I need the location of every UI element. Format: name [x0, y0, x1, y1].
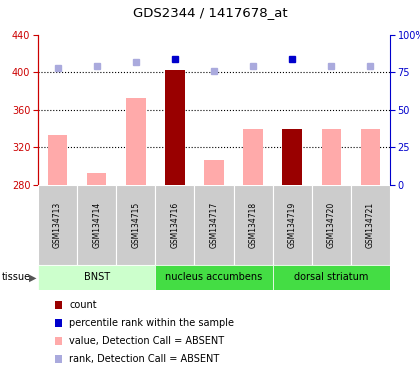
Text: BNST: BNST	[84, 273, 110, 283]
Bar	[38, 185, 77, 265]
Bar	[48, 135, 67, 185]
Bar	[155, 265, 273, 290]
Text: GSM134717: GSM134717	[210, 202, 218, 248]
Bar	[194, 185, 234, 265]
Bar	[361, 129, 380, 185]
Text: tissue: tissue	[2, 273, 31, 283]
Text: count: count	[69, 300, 97, 310]
Bar	[87, 173, 106, 185]
Bar	[351, 185, 390, 265]
Bar	[273, 265, 390, 290]
Bar	[38, 265, 155, 290]
Bar	[322, 129, 341, 185]
Text: GSM134716: GSM134716	[171, 202, 179, 248]
Bar	[204, 160, 224, 185]
Bar	[234, 185, 273, 265]
Text: GSM134713: GSM134713	[53, 202, 62, 248]
Text: GSM134718: GSM134718	[249, 202, 257, 248]
Text: value, Detection Call = ABSENT: value, Detection Call = ABSENT	[69, 336, 224, 346]
Text: GSM134721: GSM134721	[366, 202, 375, 248]
Text: rank, Detection Call = ABSENT: rank, Detection Call = ABSENT	[69, 354, 220, 364]
Text: GDS2344 / 1417678_at: GDS2344 / 1417678_at	[133, 6, 287, 19]
Text: dorsal striatum: dorsal striatum	[294, 273, 368, 283]
Bar	[243, 129, 263, 185]
Bar	[126, 98, 146, 185]
Text: ▶: ▶	[29, 273, 36, 283]
Bar	[77, 185, 116, 265]
Bar	[312, 185, 351, 265]
Bar	[155, 185, 194, 265]
Bar	[165, 70, 185, 185]
Text: GSM134715: GSM134715	[131, 202, 140, 248]
Bar	[273, 185, 312, 265]
Bar	[282, 129, 302, 185]
Text: nucleus accumbens: nucleus accumbens	[165, 273, 262, 283]
Text: GSM134720: GSM134720	[327, 202, 336, 248]
Text: GSM134719: GSM134719	[288, 202, 297, 248]
Text: percentile rank within the sample: percentile rank within the sample	[69, 318, 234, 328]
Text: GSM134714: GSM134714	[92, 202, 101, 248]
Bar	[116, 185, 155, 265]
